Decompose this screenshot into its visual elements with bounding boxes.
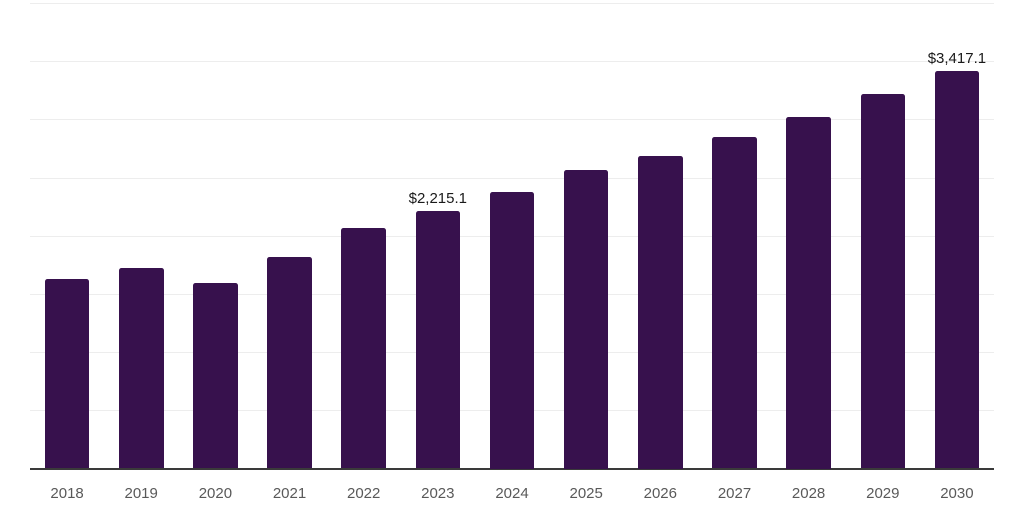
bar-2029[interactable] (860, 94, 905, 469)
x-tick-2028: 2028 (791, 484, 826, 502)
x-tick-2019: 2019 (124, 484, 158, 502)
bar-2030[interactable] (934, 70, 980, 469)
bar-2026[interactable] (638, 155, 683, 469)
x-tick-2021: 2021 (272, 484, 307, 502)
x-tick-2020: 2020 (198, 484, 233, 502)
bar-2022[interactable] (341, 227, 386, 469)
bar-2024[interactable] (489, 191, 535, 469)
gridline-4000 (30, 3, 994, 4)
gridline-2500 (30, 177, 994, 179)
bar-2027[interactable] (712, 137, 757, 469)
x-tick-2018: 2018 (50, 484, 84, 502)
gridline-3500 (30, 61, 994, 63)
x-tick-2022: 2022 (347, 484, 381, 502)
bar-2019[interactable] (119, 268, 164, 469)
data-label-2030: $3,417.1 (927, 49, 987, 67)
data-label-2023: $2,215.1 (408, 189, 467, 207)
x-tick-2029: 2029 (866, 484, 900, 502)
x-tick-2027: 2027 (717, 484, 752, 502)
bar-2020[interactable] (193, 282, 238, 469)
bar-2023[interactable] (415, 210, 461, 469)
bar-2021[interactable] (267, 257, 312, 469)
gridline-3000 (30, 119, 994, 121)
x-axis-line (30, 468, 994, 470)
bar-2028[interactable] (786, 117, 831, 469)
bar-2025[interactable] (563, 170, 609, 469)
x-tick-2024: 2024 (495, 484, 529, 502)
bar-2018[interactable] (44, 279, 90, 469)
x-tick-2030: 2030 (940, 484, 974, 502)
x-tick-2025: 2025 (569, 484, 603, 502)
x-tick-2023: 2023 (421, 484, 455, 502)
x-tick-2026: 2026 (643, 484, 677, 502)
